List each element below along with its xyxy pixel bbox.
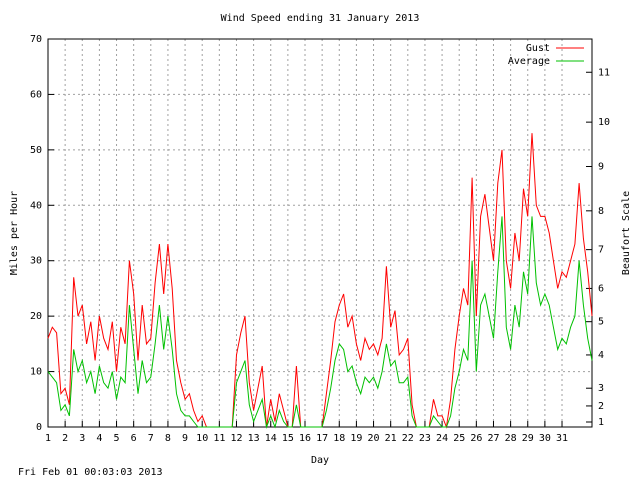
legend-label: Average (508, 56, 550, 67)
x-tick-label: 4 (96, 433, 102, 444)
x-tick-label: 28 (505, 433, 517, 444)
y2-tick-label: 8 (598, 206, 604, 217)
y2-tick-label: 1 (598, 417, 604, 428)
y-tick-label: 40 (30, 200, 42, 211)
x-tick-label: 9 (182, 433, 188, 444)
y-tick-label: 20 (30, 311, 42, 322)
y-tick-label: 0 (36, 422, 42, 433)
y2-axis-label: Beaufort Scale (621, 191, 632, 275)
y2-tick-label: 4 (598, 350, 604, 361)
y2-tick-label: 10 (598, 117, 610, 128)
x-tick-label: 24 (436, 433, 448, 444)
x-tick-label: 31 (556, 433, 568, 444)
y2-tick-label: 3 (598, 383, 604, 394)
y2-tick-label: 7 (598, 245, 604, 256)
x-tick-label: 30 (539, 433, 551, 444)
x-tick-label: 26 (470, 433, 482, 444)
x-axis-label: Day (311, 455, 329, 466)
x-tick-label: 18 (333, 433, 345, 444)
y2-tick-label: 6 (598, 283, 604, 294)
x-tick-label: 1 (45, 433, 51, 444)
x-tick-label: 8 (165, 433, 171, 444)
y-tick-label: 70 (30, 34, 42, 45)
x-tick-label: 20 (368, 433, 380, 444)
y-tick-label: 10 (30, 367, 42, 378)
x-tick-label: 3 (79, 433, 85, 444)
y2-tick-label: 9 (598, 161, 604, 172)
x-tick-label: 22 (402, 433, 414, 444)
x-tick-label: 29 (522, 433, 534, 444)
x-tick-label: 19 (350, 433, 362, 444)
x-tick-label: 13 (248, 433, 260, 444)
x-tick-label: 14 (265, 433, 277, 444)
x-tick-label: 6 (131, 433, 137, 444)
x-tick-label: 2 (62, 433, 68, 444)
y2-tick-label: 5 (598, 317, 604, 328)
x-tick-label: 12 (230, 433, 242, 444)
y-tick-label: 60 (30, 89, 42, 100)
legend-label: Gust (526, 43, 550, 54)
timestamp: Fri Feb 01 00:03:03 2013 (18, 467, 163, 478)
x-tick-label: 5 (114, 433, 120, 444)
y2-tick-label: 2 (598, 401, 604, 412)
x-tick-label: 7 (148, 433, 154, 444)
y-tick-label: 30 (30, 256, 42, 267)
chart-title: Wind Speed ending 31 January 2013 (221, 13, 420, 24)
y-tick-label: 50 (30, 145, 42, 156)
x-tick-label: 17 (316, 433, 328, 444)
x-tick-label: 11 (213, 433, 225, 444)
x-tick-label: 21 (385, 433, 397, 444)
x-tick-label: 10 (196, 433, 208, 444)
x-tick-label: 25 (453, 433, 465, 444)
plot-frame (47, 38, 593, 428)
y-axis-label: Miles per Hour (9, 191, 20, 275)
x-tick-label: 23 (419, 433, 431, 444)
x-tick-label: 27 (487, 433, 499, 444)
x-tick-label: 15 (282, 433, 294, 444)
y2-tick-label: 11 (598, 67, 610, 78)
series-line (47, 216, 593, 429)
x-tick-label: 16 (299, 433, 311, 444)
